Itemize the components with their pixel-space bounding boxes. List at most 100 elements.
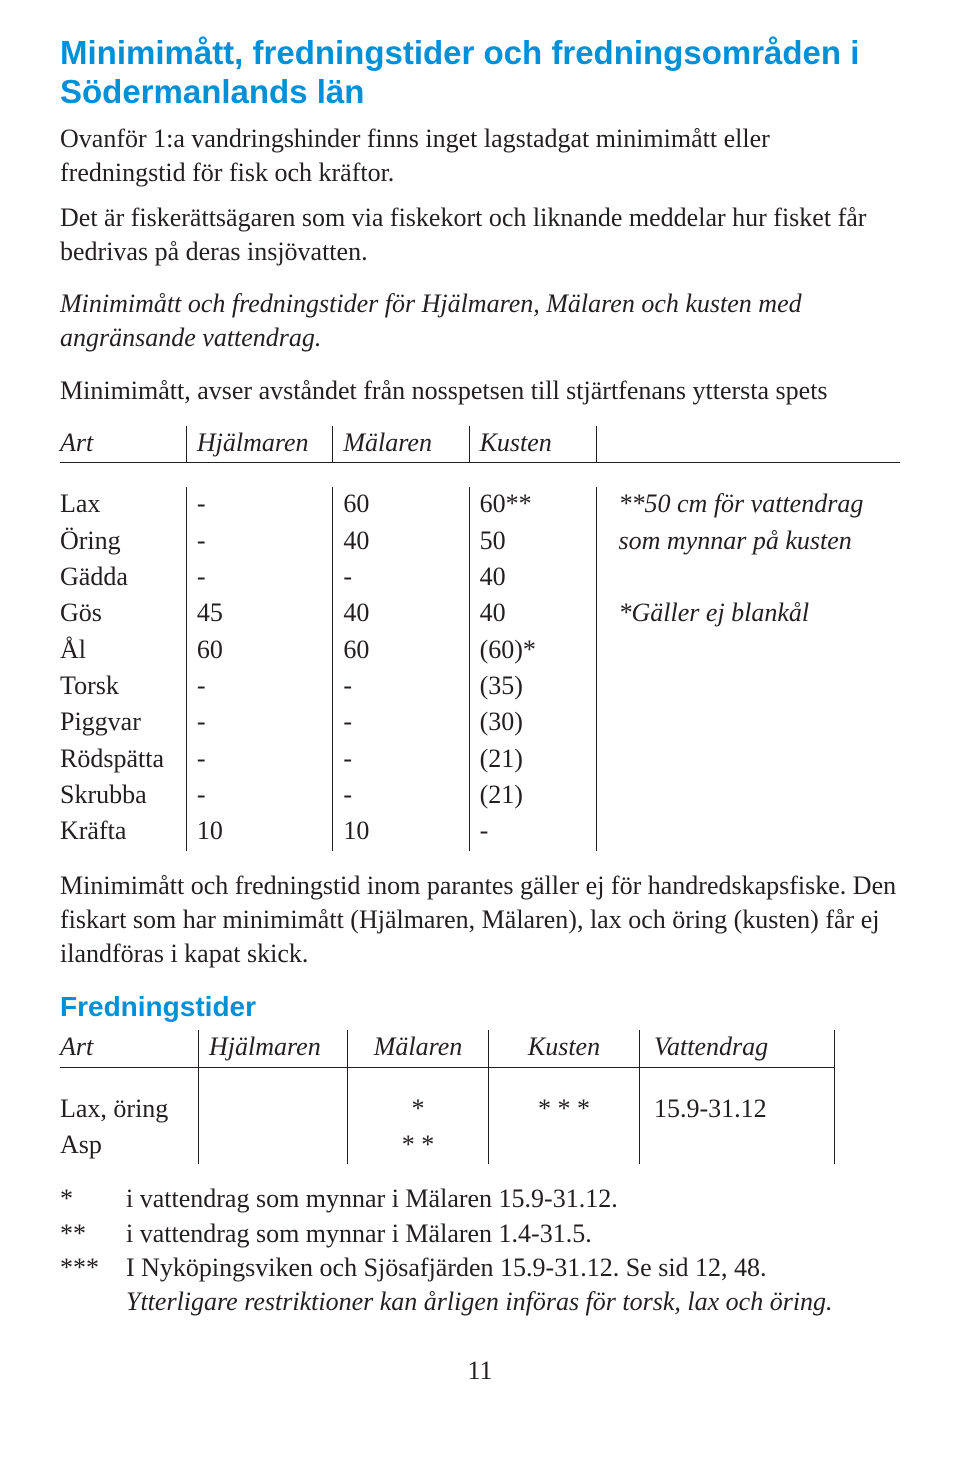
cell-m: - [333, 705, 469, 741]
cell-v [640, 1128, 835, 1164]
cell-m: 40 [333, 524, 469, 560]
table-row: Skrubba - - (21) [60, 778, 900, 814]
th-art: Art [60, 426, 186, 463]
cell-m: - [333, 669, 469, 705]
cell-m: - [333, 560, 469, 596]
table-row: Kräfta 10 10 - [60, 814, 900, 850]
table-row: Torsk - - (35) [60, 669, 900, 705]
th-kusten: Kusten [489, 1030, 640, 1067]
footnote-text: I Nyköpingsviken och Sjösafjärden 15.9-3… [126, 1251, 767, 1285]
cell-k: * * * [489, 1092, 640, 1128]
cell-art: Kräfta [60, 814, 186, 850]
th-vattendrag: Vattendrag [640, 1030, 835, 1067]
page-number: 11 [60, 1354, 900, 1388]
cell-k: (35) [469, 669, 596, 705]
th-hjalmaren: Hjälmaren [199, 1030, 348, 1067]
cell-h: 45 [186, 596, 333, 632]
cell-h: - [186, 487, 333, 523]
cell-m: 60 [333, 487, 469, 523]
cell-k: (21) [469, 778, 596, 814]
cell-m: * * [348, 1128, 489, 1164]
footnote: ** i vattendrag som mynnar i Mälaren 1.4… [60, 1217, 900, 1251]
cell-h: 10 [186, 814, 333, 850]
table-row: Gädda - - 40 [60, 560, 900, 596]
cell-k: (30) [469, 705, 596, 741]
main-heading: Minimimått, fredningstider och frednings… [60, 34, 900, 112]
cell-k: - [469, 814, 596, 850]
cell-m: 60 [333, 633, 469, 669]
cell-k: 60** [469, 487, 596, 523]
cell-m: 10 [333, 814, 469, 850]
after-table-paragraph: Minimimått och fredningstid inom parante… [60, 869, 900, 972]
cell-art: Piggvar [60, 705, 186, 741]
cell-h: - [186, 560, 333, 596]
table-header-row: Art Hjälmaren Mälaren Kusten [60, 426, 900, 463]
cell-art: Asp [60, 1128, 199, 1164]
cell-h: - [186, 705, 333, 741]
cell-m: 40 [333, 596, 469, 632]
cell-h [199, 1128, 348, 1164]
cell-art: Ål [60, 633, 186, 669]
cell-art: Lax [60, 487, 186, 523]
table-row: Lax, öring * * * * 15.9-31.12 [60, 1092, 835, 1128]
footnote: * i vattendrag som mynnar i Mälaren 15.9… [60, 1182, 900, 1216]
cell-h: - [186, 742, 333, 778]
footnote: Ytterligare restriktioner kan årligen in… [60, 1285, 900, 1319]
cell-m: - [333, 742, 469, 778]
row-note: *Gäller ej blankål [596, 596, 900, 632]
table-row: Ål 60 60 (60)* [60, 633, 900, 669]
table-row: Lax - 60 60** **50 cm för vattendrag [60, 487, 900, 523]
cell-h [199, 1092, 348, 1128]
cell-art: Rödspätta [60, 742, 186, 778]
intro-paragraph-2: Det är fiskerättsägaren som via fiskekor… [60, 201, 900, 270]
cell-m: - [333, 778, 469, 814]
cell-k: 40 [469, 560, 596, 596]
cell-h: - [186, 669, 333, 705]
row-note: som mynnar på kusten [596, 524, 900, 560]
cell-h: - [186, 524, 333, 560]
cell-k: 50 [469, 524, 596, 560]
cell-art: Lax, öring [60, 1092, 199, 1128]
cell-h: - [186, 778, 333, 814]
th-art: Art [60, 1030, 199, 1067]
th-hjalmaren: Hjälmaren [186, 426, 333, 463]
cell-art: Skrubba [60, 778, 186, 814]
th-kusten: Kusten [469, 426, 596, 463]
footnotes-block: * i vattendrag som mynnar i Mälaren 15.9… [60, 1182, 900, 1319]
cell-v: 15.9-31.12 [640, 1092, 835, 1128]
footnote-mark [60, 1285, 126, 1319]
cell-h: 60 [186, 633, 333, 669]
footnote-mark: * [60, 1182, 126, 1216]
th-malaren: Mälaren [333, 426, 469, 463]
footnote-text: i vattendrag som mynnar i Mälaren 1.4-31… [126, 1217, 592, 1251]
cell-art: Gös [60, 596, 186, 632]
table-row: Asp * * [60, 1128, 835, 1164]
minimum-size-table: Art Hjälmaren Mälaren Kusten Lax - 60 60… [60, 426, 900, 850]
footnote-mark: *** [60, 1251, 126, 1285]
subheading-fredningstider: Fredningstider [60, 989, 900, 1026]
intro-paragraph-4: Minimimått, avser avståndet från nosspet… [60, 374, 900, 408]
footnote-mark: ** [60, 1217, 126, 1251]
row-note: **50 cm för vattendrag [596, 487, 900, 523]
th-malaren: Mälaren [348, 1030, 489, 1067]
cell-k: (21) [469, 742, 596, 778]
footnote-text: i vattendrag som mynnar i Mälaren 15.9-3… [126, 1182, 618, 1216]
footnote-text: Ytterligare restriktioner kan årligen in… [126, 1285, 833, 1319]
intro-paragraph-3: Minimimått och fredningstider för Hjälma… [60, 287, 900, 356]
closed-seasons-table: Art Hjälmaren Mälaren Kusten Vattendrag … [60, 1030, 835, 1164]
table-row: Rödspätta - - (21) [60, 742, 900, 778]
table-header-row: Art Hjälmaren Mälaren Kusten Vattendrag [60, 1030, 835, 1067]
cell-art: Öring [60, 524, 186, 560]
table-row: Piggvar - - (30) [60, 705, 900, 741]
cell-k [489, 1128, 640, 1164]
cell-art: Gädda [60, 560, 186, 596]
th-notes [596, 426, 900, 463]
intro-paragraph-1: Ovanför 1:a vandringshinder finns inget … [60, 122, 900, 191]
table-row: Gös 45 40 40 *Gäller ej blankål [60, 596, 900, 632]
cell-m: * [348, 1092, 489, 1128]
document-page: Minimimått, fredningstider och frednings… [0, 0, 960, 1481]
cell-art: Torsk [60, 669, 186, 705]
cell-k: (60)* [469, 633, 596, 669]
table-row: Öring - 40 50 som mynnar på kusten [60, 524, 900, 560]
footnote: *** I Nyköpingsviken och Sjösafjärden 15… [60, 1251, 900, 1285]
